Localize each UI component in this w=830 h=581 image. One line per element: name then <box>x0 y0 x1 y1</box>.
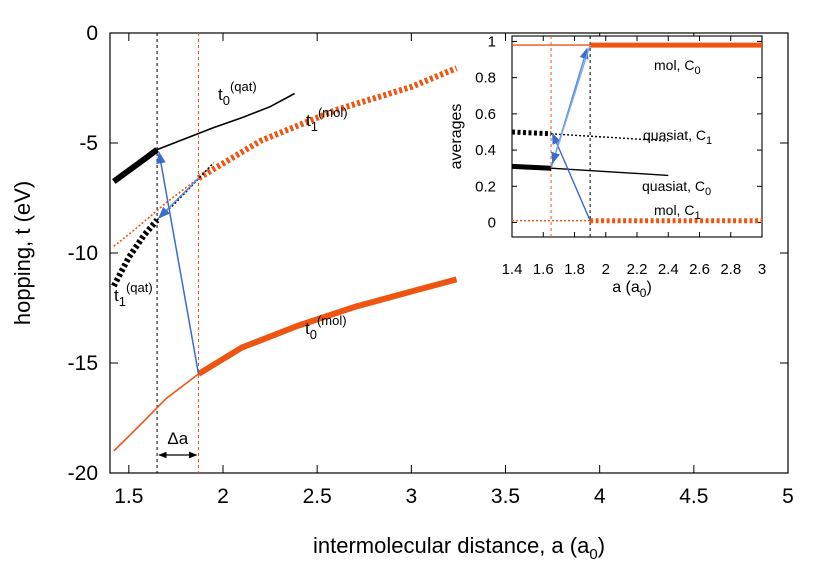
y-tick-label: -10 <box>68 242 98 265</box>
inset-y-tick-label: 0.6 <box>475 106 496 123</box>
inset-curve-label-1: quasiat, C1 <box>643 127 712 147</box>
curve-label-3: t0(mol) <box>305 313 347 342</box>
x-tick-label: 3.5 <box>491 485 520 508</box>
x-tick-label: 3 <box>405 485 417 508</box>
transition-arrow-up <box>156 151 200 375</box>
main-series-0-thick-line <box>112 147 159 184</box>
inset-x-tick-label: 1.6 <box>533 261 554 278</box>
y-tick-label: -5 <box>79 132 98 155</box>
inset-y-tick-label: 0 <box>488 215 496 232</box>
y-tick-label: -15 <box>68 352 98 375</box>
inset-series-1-thick-line <box>511 129 552 137</box>
x-tick-label: 5 <box>782 485 794 508</box>
curve-label-1: t1(mol) <box>306 105 348 134</box>
x-tick-label: 1.5 <box>114 485 143 508</box>
inset-y-tick-label: 0.4 <box>475 142 496 159</box>
inset-x-tick-label: 3 <box>758 261 766 278</box>
inset-y-tick-label: 1 <box>488 33 496 50</box>
inset-x-tick-label: 2 <box>602 261 610 278</box>
main-series-1-thin-line <box>113 177 199 248</box>
inset-x-tick-label: 2.8 <box>720 261 741 278</box>
inset-x-tick-label: 2.2 <box>627 261 648 278</box>
inset-x-tick-label: 2.6 <box>689 261 710 278</box>
y-axis-label: hopping, t (eV) <box>10 181 35 325</box>
inset-x-axis-label: a (a0) <box>612 279 652 300</box>
inset-frame <box>511 35 763 238</box>
delta-a-label: Δa <box>167 429 188 448</box>
inset-x-tick-label: 1.8 <box>564 261 585 278</box>
inset-curve-label-2: quasiat, C0 <box>642 178 711 198</box>
inset-series-1-thin-line <box>551 133 669 142</box>
inset-y-tick-label: 0.8 <box>475 70 496 87</box>
x-tick-label: 4.5 <box>679 485 708 508</box>
main-series-2-thick-line <box>111 218 160 288</box>
inset-plot: 1.4 1.6 1.8 2 2.2 2.4 2.6 2.8 3 0 0.2 0.4 0.6 0.8 1 a (… <box>448 33 766 300</box>
x-tick-label: 4 <box>594 485 606 508</box>
main-plot: 1.5 2 2.5 3 3.5 4 4.5 5 0 -5 -10 -15 -20 intermolecul… <box>10 22 794 563</box>
main-series-0-thin-line <box>156 92 295 151</box>
inset-arrow-down <box>551 44 591 164</box>
inset-y-axis-label: averages <box>448 104 465 170</box>
main-series-1-thick-line <box>196 65 458 181</box>
inset-series-2-thick-line <box>511 163 552 171</box>
main-series-3-thin-line <box>113 373 199 452</box>
x-tick-label: 2.5 <box>303 485 332 508</box>
inset-series-2-thin-line <box>551 167 669 177</box>
x-axis-label: intermolecular distance, a (a0) <box>313 533 605 563</box>
x-tick-label: 2 <box>217 485 229 508</box>
transition-arrow-down <box>158 177 200 219</box>
inset-curve-label-0: mol, C0 <box>654 57 701 77</box>
inset-arrow-up <box>551 132 591 221</box>
curve-label-0: t0(qat) <box>218 79 257 108</box>
inset-x-tick-label: 2.4 <box>658 261 679 278</box>
inset-y-tick-label: 0.2 <box>475 178 496 195</box>
main-series-3-thick-line <box>196 276 458 377</box>
inset-curve-label-3: mol, C1 <box>654 202 701 222</box>
y-tick-label: -20 <box>68 462 98 485</box>
y-tick-label: 0 <box>86 22 98 45</box>
curve-label-2: t1(qat) <box>114 280 153 309</box>
inset-x-tick-label: 1.4 <box>502 261 523 278</box>
